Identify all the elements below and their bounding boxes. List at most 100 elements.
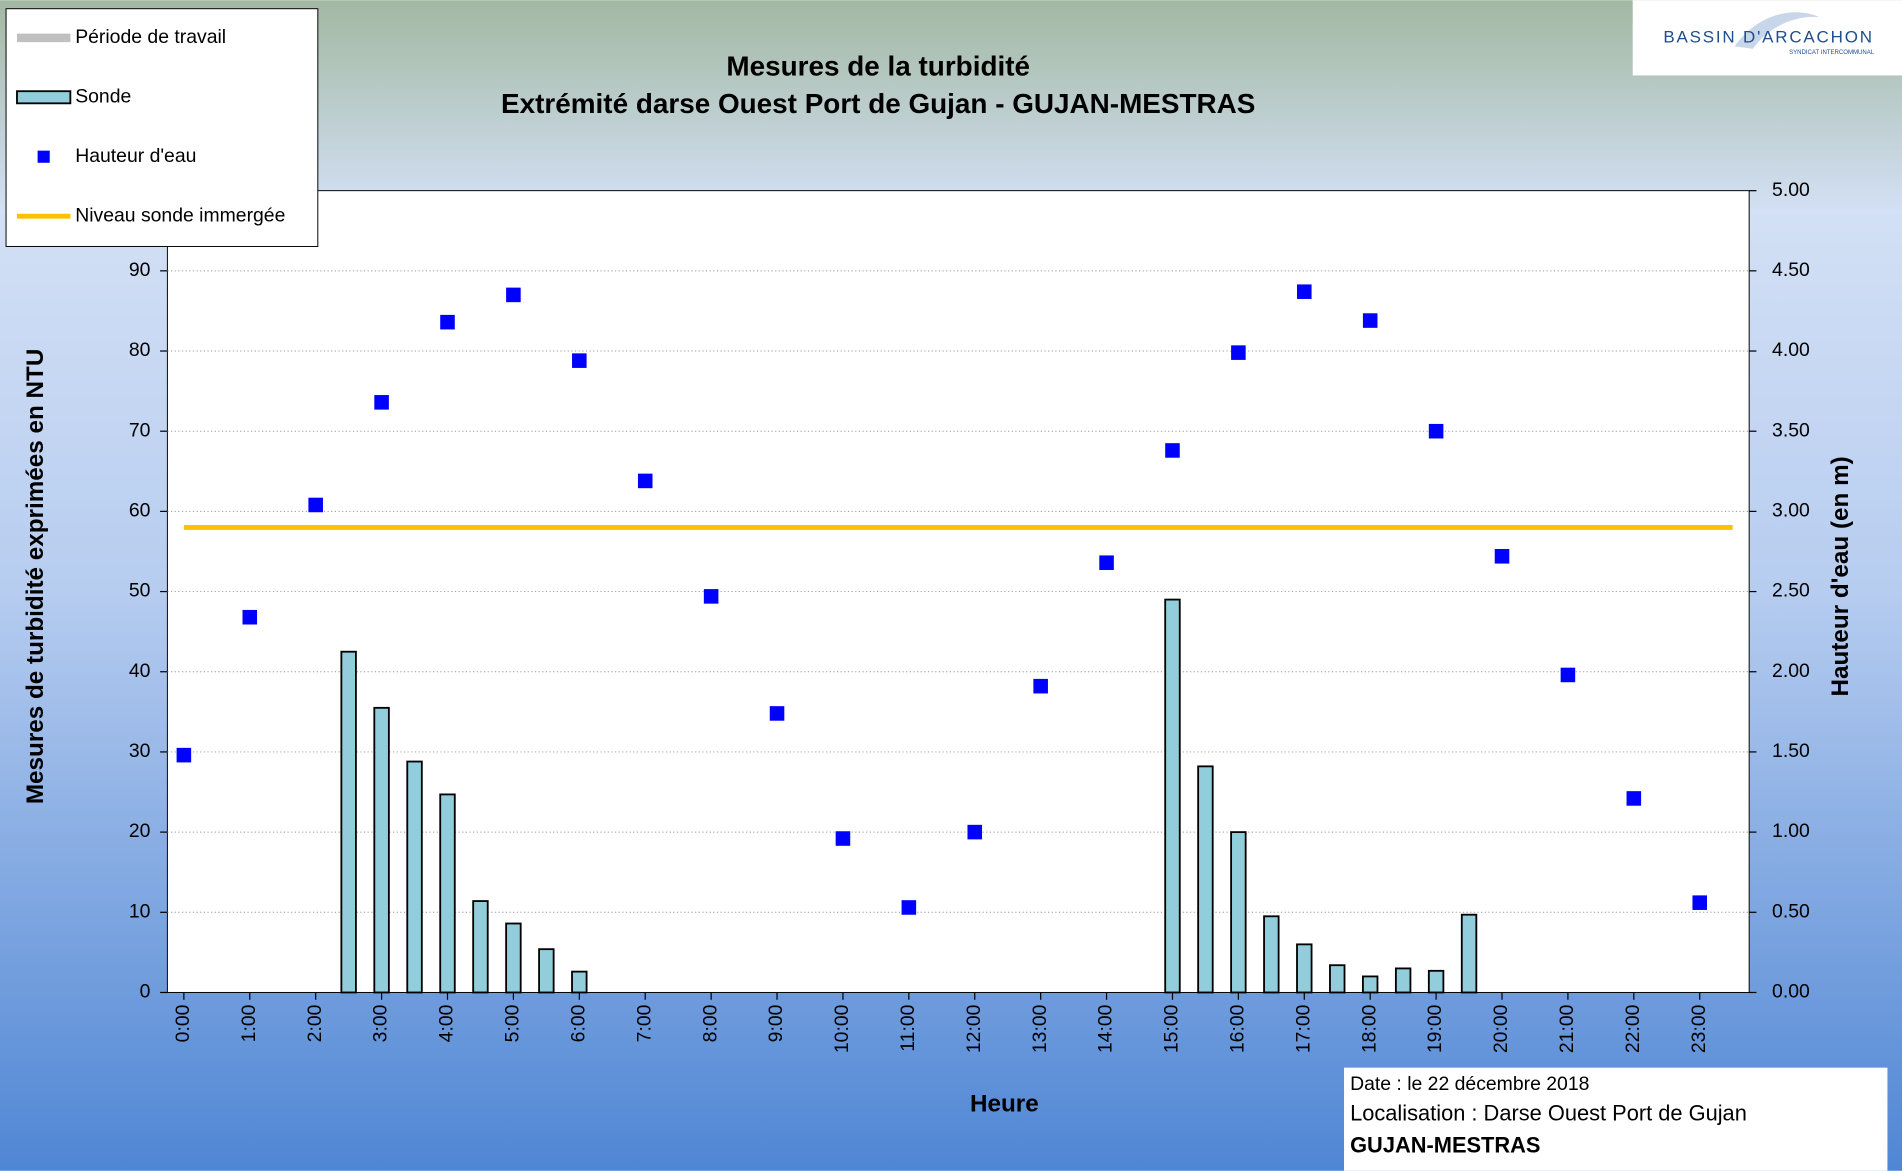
y-tick-label: 90 [129,259,151,281]
x-tick-label: 10:00 [831,1004,853,1053]
point [1560,667,1576,683]
x-tick-label: 23:00 [1688,1004,1710,1053]
info-box [1344,1067,1888,1171]
y2-tick-label: 0.50 [1772,900,1810,922]
point [901,900,917,915]
bar [1394,967,1412,994]
point [1165,443,1180,458]
y-tick-label: 50 [129,580,151,602]
point [1428,423,1444,439]
y2-tick-label: 4.50 [1772,259,1810,281]
bar [1427,969,1445,994]
x-tick-label: 22:00 [1622,1004,1644,1053]
x-tick-label: 13:00 [1029,1004,1051,1053]
legend-label: Période de travail [75,26,226,48]
point [1494,549,1510,564]
y-tick-label: 70 [129,419,151,441]
logo-wave [1734,12,1820,49]
point [1692,895,1708,910]
x-tick-label: 6:00 [567,1004,589,1042]
bar [1230,831,1247,994]
info-place: GUJAN-MESTRAS [1350,1132,1540,1157]
y2-tick-label: 3.50 [1772,419,1810,441]
bar [538,948,555,994]
info-location: Localisation : Darse Ouest Port de Gujan [1350,1101,1747,1126]
bar [439,793,456,994]
info-date: Date : le 22 décembre 2018 [1350,1073,1589,1095]
bar [340,650,357,994]
plot: 01020304050607080901000.000.501.001.502.… [118,179,1810,1053]
bar [1296,943,1313,994]
chart-subtitle: Extrémité darse Ouest Port de Gujan - GU… [501,88,1255,119]
y-tick-label: 60 [129,500,151,522]
point [176,747,192,763]
y2-tick-label: 1.00 [1772,820,1810,842]
bar [406,760,423,994]
y2-tick-label: 2.50 [1772,580,1810,602]
point [1231,345,1246,360]
x-tick-label: 5:00 [502,1004,524,1042]
x-tick-label: 17:00 [1292,1004,1314,1053]
x-tick-label: 18:00 [1358,1004,1380,1053]
x-tick-label: 4:00 [436,1004,458,1042]
x-tick-label: 21:00 [1556,1004,1578,1053]
y2-tick-label: 0.00 [1772,981,1810,1003]
point [637,473,653,489]
bar [373,706,390,994]
y2-tick-label: 4.00 [1772,339,1810,361]
point [506,287,521,303]
point [1362,313,1378,328]
y2-tick-label: 1.50 [1772,740,1810,762]
x-tick-label: 9:00 [765,1004,787,1042]
y2-tick-label: 3.00 [1772,500,1810,522]
point [242,609,258,625]
y-tick-label: 20 [129,820,151,842]
bar [571,970,588,994]
bar [472,900,489,994]
x-tick-label: 3:00 [370,1004,392,1042]
point [308,497,323,513]
bar [1263,915,1280,994]
legend: Période de travail Sonde Hauteur d'eau Nive… [5,8,319,247]
point [440,314,455,330]
point [572,353,587,368]
x-tick-label: 20:00 [1490,1004,1512,1053]
point [1099,555,1114,570]
x-axis-title: Heure [970,1091,1039,1118]
y2-axis-title: Hauteur d'eau (en m) [1827,456,1854,696]
bar [1460,913,1478,994]
logo-tagline: SYNDICAT INTERCOMMUNAL [1789,50,1875,56]
point [703,589,719,604]
point [835,831,851,846]
legend-swatch [37,150,50,163]
y-tick-label: 10 [129,900,151,922]
bar [1362,975,1379,994]
x-tick-label: 16:00 [1227,1004,1249,1053]
logo-box [1632,0,1902,76]
point [769,706,785,721]
x-tick-label: 7:00 [633,1004,655,1042]
bar [505,922,522,994]
x-tick-label: 2:00 [304,1004,326,1042]
point [1033,678,1048,694]
point [1626,791,1642,806]
bar [1164,598,1181,994]
y2-tick-label: 2.00 [1772,660,1810,682]
chart-title: Mesures de la turbidité [726,51,1030,82]
x-tick-label: 12:00 [963,1004,985,1053]
point [1297,284,1312,299]
legend-box [5,8,319,247]
legend-swatch [16,90,72,105]
x-tick-label: 0:00 [172,1004,194,1042]
x-tick-label: 15:00 [1161,1004,1183,1053]
bar [1197,765,1214,994]
x-tick-label: 8:00 [699,1004,721,1042]
bar [1329,964,1346,994]
logo-name: BASSIN D'ARCACHON [1663,27,1874,46]
y-tick-label: 80 [129,339,151,361]
x-tick-label: 19:00 [1424,1004,1446,1053]
legend-label: Hauteur d'eau [75,145,196,167]
y-tick-label: 40 [129,660,151,682]
legend-label: Niveau sonde immergée [75,204,285,226]
